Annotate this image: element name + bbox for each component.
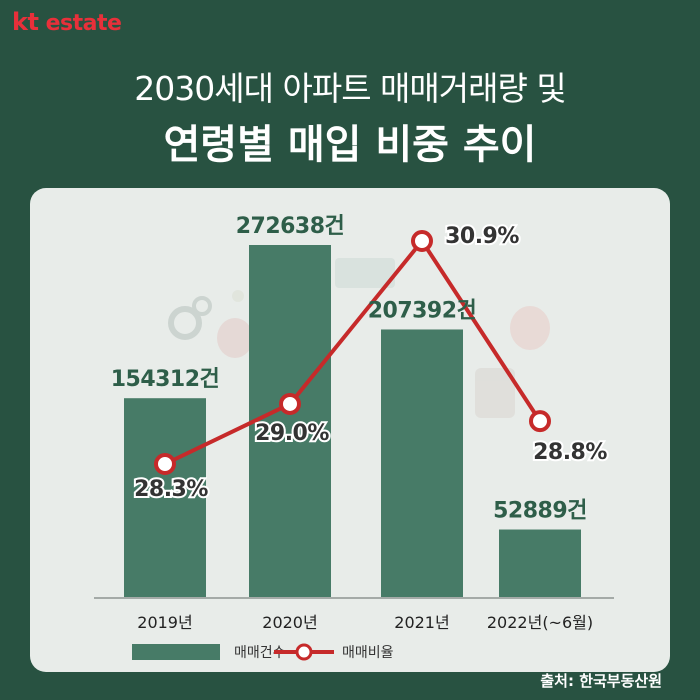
- logo-estate: estate: [45, 11, 122, 36]
- legend-bar-label: 매매건수: [234, 645, 286, 661]
- legend-bar-swatch: [132, 644, 220, 660]
- x-tick-label-1: 2020년: [262, 613, 317, 632]
- screen-shape: [335, 258, 395, 288]
- background-illustration: [168, 258, 550, 418]
- x-tick-label-2: 2021년: [394, 613, 449, 632]
- ratio-value-label-2: 30.9%: [445, 224, 519, 249]
- x-tick-label-3: 2022년(~6월): [487, 613, 593, 632]
- person-body: [475, 368, 515, 418]
- ratio-point-2: [411, 230, 433, 252]
- person-figure-right: [510, 306, 550, 350]
- bar-0: [124, 398, 206, 598]
- ratio-point-3: [529, 410, 551, 433]
- ratio-point-1: [279, 392, 301, 415]
- gear-icon: [168, 306, 202, 340]
- ratio-point-0: [154, 453, 176, 475]
- title-line1: 2030세대 아파트 매매거래량 및: [134, 69, 566, 108]
- bar-1: [249, 245, 331, 598]
- legend-line-label: 매매비율: [342, 645, 394, 661]
- lightbulb-icon: [232, 290, 244, 302]
- source-note: 출처: 한국부동산원: [540, 672, 662, 690]
- combo-chart: 154312건 2019년 272638건 2020년 207392건 2021년 5288…: [94, 214, 614, 661]
- bar-value-label-0: 154312건: [111, 367, 220, 392]
- bar-value-label-3: 52889건: [493, 499, 587, 524]
- bar-value-label-1: 272638건: [236, 214, 345, 239]
- x-tick-label-0: 2019년: [137, 613, 192, 632]
- ratio-value-label-0: 28.3%: [134, 477, 208, 502]
- bar-value-label-2: 207392건: [368, 298, 477, 323]
- ratio-value-label-1: 29.0%: [255, 421, 329, 446]
- person-figure: [217, 318, 253, 358]
- gear-icon-small: [192, 296, 212, 316]
- ratio-line: [164, 239, 542, 466]
- bar-2: [381, 329, 463, 598]
- ratio-value-label-3: 28.8%: [533, 440, 607, 465]
- kt-estate-logo: kt estate: [12, 8, 122, 36]
- chart-panel: 154312건 2019년 272638건 2020년 207392건 2021년 5288…: [30, 188, 670, 672]
- logo-kt: kt: [12, 8, 39, 36]
- bar-3: [499, 529, 581, 598]
- title-line2: 연령별 매입 비중 추이: [163, 122, 537, 168]
- legend-line-marker: [295, 643, 313, 661]
